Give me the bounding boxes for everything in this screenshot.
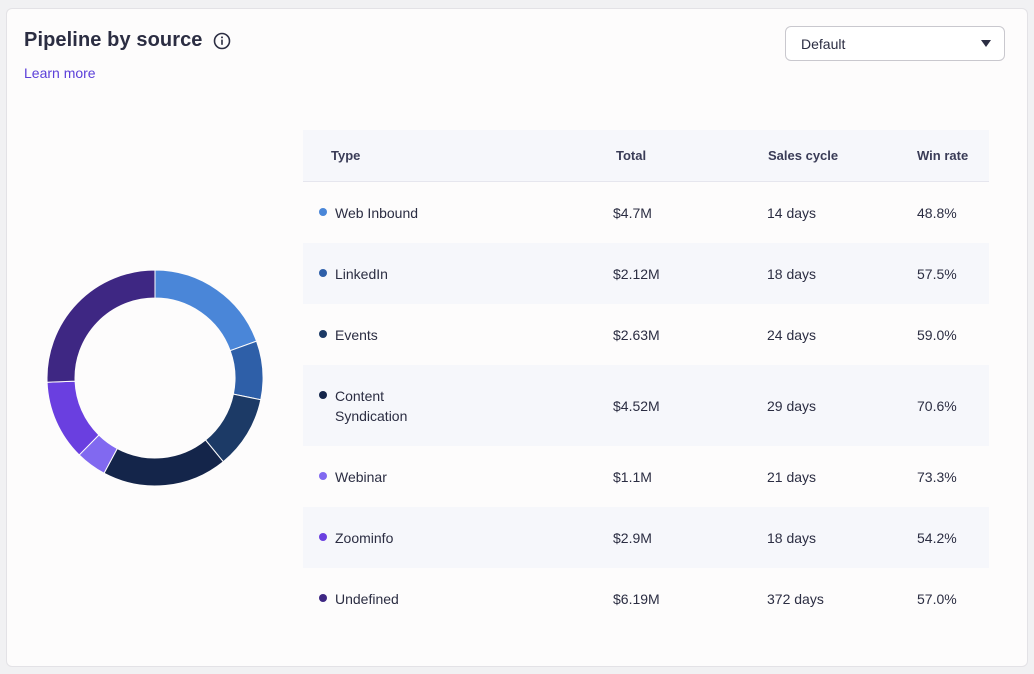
row-total: $1.1M: [613, 468, 652, 485]
header-type: Type: [331, 148, 361, 163]
row-sales-cycle: 18 days: [767, 265, 817, 282]
header-total: Total: [616, 148, 647, 163]
legend-dot: [319, 390, 327, 399]
pipeline-table: Type Total Sales cycle Win rate Web Inbo…: [303, 130, 989, 629]
table-row: Content Syndication $4.52M 29 days 70.6%: [303, 365, 989, 446]
row-total: $6.19M: [613, 590, 660, 607]
row-win-rate: 73.3%: [917, 468, 957, 485]
chevron-down-icon: [981, 40, 991, 47]
info-icon[interactable]: [213, 32, 231, 50]
learn-more-link[interactable]: Learn more: [24, 65, 96, 81]
row-win-rate: 48.8%: [917, 204, 957, 221]
row-type: Undefined: [335, 590, 399, 607]
row-sales-cycle: 14 days: [767, 204, 817, 221]
table-row: Events $2.63M 24 days 59.0%: [303, 304, 989, 365]
row-type: Webinar: [335, 468, 387, 485]
table-row: Undefined $6.19M 372 days 57.0%: [303, 568, 989, 629]
row-sales-cycle: 29 days: [767, 397, 817, 414]
row-type: Events: [335, 326, 378, 343]
title-row: Pipeline by source: [24, 29, 231, 52]
row-type: Content Syndication: [335, 387, 408, 424]
row-total: $4.7M: [613, 204, 652, 221]
table-row: Zoominfo $2.9M 18 days 54.2%: [303, 507, 989, 568]
source-filter-dropdown[interactable]: Default: [785, 26, 1005, 61]
table-row: Webinar $1.1M 21 days 73.3%: [303, 446, 989, 507]
row-total: $4.52M: [613, 397, 660, 414]
row-type: LinkedIn: [335, 265, 388, 282]
legend-dot: [319, 532, 327, 541]
legend-dot: [319, 471, 327, 480]
dropdown-selected-value: Default: [801, 35, 846, 52]
donut-slice-content-syndication[interactable]: [103, 439, 224, 487]
row-sales-cycle: 24 days: [767, 326, 817, 343]
donut-slice-undefined[interactable]: [46, 269, 156, 383]
row-total: $2.12M: [613, 265, 660, 282]
legend-dot: [319, 329, 327, 338]
page-title: Pipeline by source: [24, 29, 203, 51]
row-win-rate: 54.2%: [917, 529, 957, 546]
pipeline-donut-chart: [46, 269, 264, 487]
row-sales-cycle: 372 days: [767, 590, 824, 607]
donut-slice-web-inbound[interactable]: [154, 269, 258, 352]
row-sales-cycle: 21 days: [767, 468, 817, 485]
row-win-rate: 70.6%: [917, 397, 957, 414]
row-win-rate: 57.5%: [917, 265, 957, 282]
table-row: LinkedIn $2.12M 18 days 57.5%: [303, 243, 989, 304]
row-total: $2.63M: [613, 326, 660, 343]
row-win-rate: 59.0%: [917, 326, 957, 343]
row-total: $2.9M: [613, 529, 652, 546]
donut-slice-linkedin[interactable]: [229, 340, 264, 401]
row-win-rate: 57.0%: [917, 590, 957, 607]
legend-dot: [319, 593, 327, 602]
row-type: Web Inbound: [335, 204, 419, 221]
table-row: Web Inbound $4.7M 14 days 48.8%: [303, 182, 989, 243]
row-type: Zoominfo: [335, 529, 394, 546]
legend-dot: [319, 207, 327, 216]
legend-dot: [319, 268, 327, 277]
row-sales-cycle: 18 days: [767, 529, 817, 546]
header-win-rate: Win rate: [917, 148, 969, 163]
pipeline-card: Pipeline by source Learn more Default Ty…: [6, 8, 1028, 667]
table-header: Type Total Sales cycle Win rate: [303, 130, 989, 182]
header-sales-cycle: Sales cycle: [768, 148, 839, 163]
